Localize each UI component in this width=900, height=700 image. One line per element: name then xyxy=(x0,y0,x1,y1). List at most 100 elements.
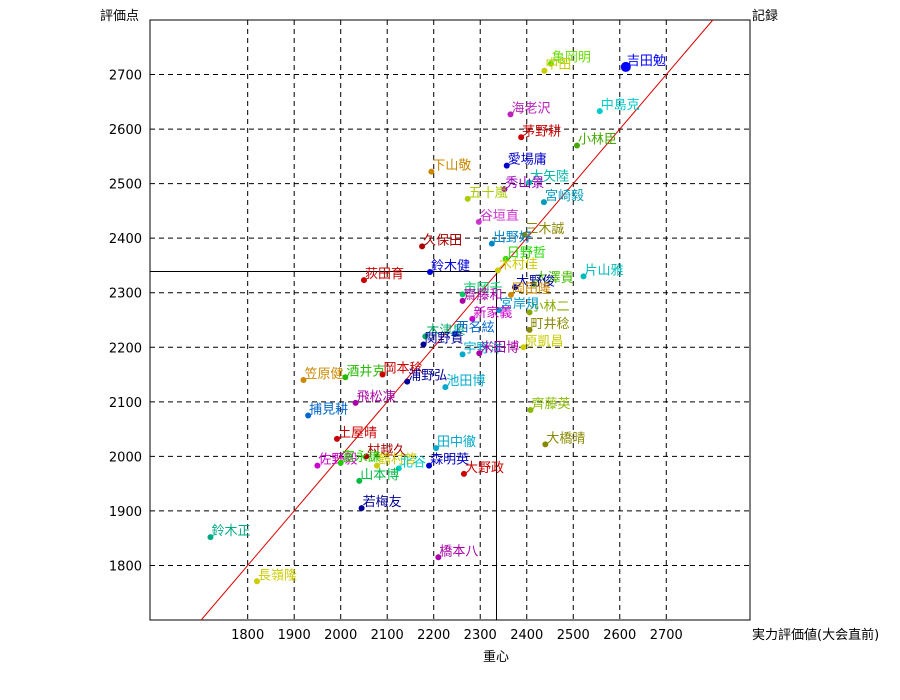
reference-line xyxy=(200,19,714,621)
data-point-label: 池田博 xyxy=(446,374,485,389)
data-point xyxy=(305,412,312,419)
data-point-label: 中田 xyxy=(545,58,571,73)
data-point-label: 西名絃 xyxy=(456,320,495,336)
y-tick-label: 1800 xyxy=(109,559,142,574)
data-point xyxy=(459,351,466,358)
data-point xyxy=(526,179,533,186)
data-point xyxy=(363,453,370,460)
data-point xyxy=(620,61,631,72)
data-point-label: 愛場庸 xyxy=(508,152,547,168)
data-point xyxy=(547,60,554,67)
data-point xyxy=(427,269,433,275)
data-point xyxy=(573,142,580,149)
data-point-label: 大野政 xyxy=(465,461,504,476)
data-point-label: 笠原健 xyxy=(304,367,343,382)
data-point xyxy=(475,218,482,225)
data-point xyxy=(435,554,442,561)
data-point xyxy=(352,399,359,406)
data-point-label: 新家義 xyxy=(473,305,512,321)
data-point xyxy=(495,307,502,314)
data-point xyxy=(464,195,471,202)
y-tick-label: 2700 xyxy=(109,69,142,84)
data-point-label: 谷垣直 xyxy=(480,209,519,224)
x-tick-label: 2000 xyxy=(324,628,357,643)
data-point xyxy=(360,277,367,284)
data-point xyxy=(501,186,508,193)
data-point-label: 岡本稔 xyxy=(384,362,423,377)
plot-frame xyxy=(149,19,751,621)
data-point xyxy=(530,281,537,287)
x-tick-label: 1800 xyxy=(231,628,264,643)
data-point-label: 秀山景 xyxy=(505,176,544,191)
data-point-label: 富永謙 xyxy=(342,449,381,465)
data-point xyxy=(358,505,365,512)
data-point xyxy=(428,168,435,175)
data-point xyxy=(459,297,466,304)
data-point-label: 長嶺隆 xyxy=(258,568,297,583)
data-point-label: 森明英 xyxy=(430,453,469,468)
data-point-label: 村越久 xyxy=(367,443,406,458)
data-point-label: 米田博 xyxy=(480,340,519,355)
data-point-label: 捕見耕 xyxy=(309,401,348,417)
data-point-label: 大野俊 xyxy=(516,274,555,289)
data-point xyxy=(520,344,527,351)
tick-labels: 1800 1900 2000 2100 2200 2300 2400 2500 2600 2700… xyxy=(109,69,683,643)
data-point-label: 中島克 xyxy=(601,98,640,113)
data-point xyxy=(356,477,363,484)
data-point-label: 山本博 xyxy=(360,468,399,483)
data-point xyxy=(580,273,587,280)
data-point-label: 出野好 xyxy=(493,231,532,246)
data-point-label: 北谷 xyxy=(400,455,426,470)
data-point-label: 飛松凍 xyxy=(357,389,396,405)
data-point-label: 鈴木健 xyxy=(431,259,470,274)
data-point xyxy=(333,435,340,442)
data-point xyxy=(494,267,501,274)
data-point xyxy=(379,371,386,378)
x-tick-label: 1900 xyxy=(278,628,311,643)
data-point-label: 荻田育 xyxy=(365,266,404,282)
x-axis-title-right: 実力評価値(大会直前) xyxy=(752,627,879,643)
data-point xyxy=(422,333,429,340)
data-point-label: 海老沢 xyxy=(511,101,550,116)
data-point xyxy=(460,470,467,477)
data-point xyxy=(300,377,307,383)
y-tick-label: 2200 xyxy=(109,341,142,356)
y-tick-label: 2600 xyxy=(109,123,142,138)
data-point-label: 木村佳 xyxy=(499,257,538,272)
data-point xyxy=(459,291,466,298)
data-point-label: 三木誠 xyxy=(525,222,564,237)
data-point-label: 原凱昌 xyxy=(524,334,563,349)
y-tick-label: 2400 xyxy=(109,232,142,247)
data-point xyxy=(207,534,214,541)
data-point xyxy=(342,374,349,381)
data-point xyxy=(451,330,458,337)
data-point-label: 小林二 xyxy=(531,299,570,314)
data-point xyxy=(596,108,603,115)
data-point xyxy=(404,378,411,385)
x-tick-label: 2600 xyxy=(603,628,636,643)
data-point-label: 小林臣 xyxy=(578,132,617,147)
data-point-label: 若梅友 xyxy=(363,494,402,510)
y-tick-label: 1900 xyxy=(109,505,142,520)
data-point xyxy=(419,243,426,250)
data-point-label: 五十嵐 xyxy=(469,186,508,201)
data-point-label: 橋本八 xyxy=(439,544,478,559)
data-point xyxy=(395,465,402,472)
data-point xyxy=(488,240,495,247)
data-point-label: 片山雅 xyxy=(584,263,623,278)
data-point-label: 大橋晴 xyxy=(546,431,585,446)
data-point-label: 日野哲 xyxy=(507,246,546,261)
data-point-label: 酒井克 xyxy=(346,364,385,379)
data-point-label: 齊藤英 xyxy=(531,397,570,412)
data-point xyxy=(521,231,528,238)
x-axis-title: 重心 xyxy=(483,649,509,665)
data-point-label: 関野貴 xyxy=(424,332,463,347)
data-point-label: 茅野耕 xyxy=(522,123,561,139)
data-point xyxy=(526,326,533,333)
data-point xyxy=(337,459,344,466)
data-point-label: 大矢陸 xyxy=(530,169,569,185)
data-point xyxy=(512,284,519,291)
data-point xyxy=(502,255,509,262)
data-point-label: 市岡千 xyxy=(464,280,503,296)
